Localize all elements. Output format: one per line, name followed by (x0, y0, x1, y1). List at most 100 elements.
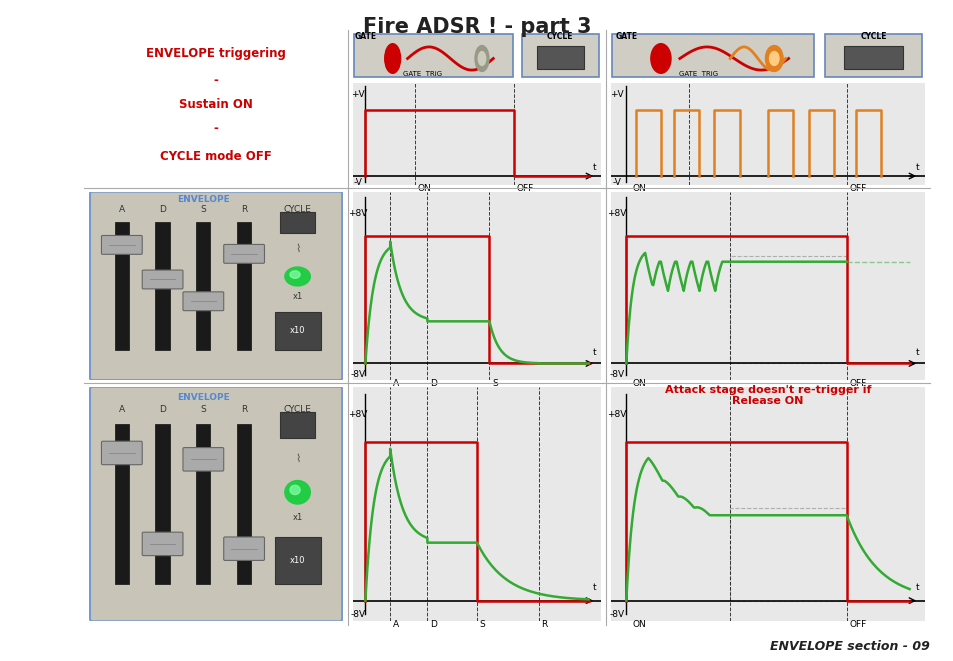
Text: D: D (159, 405, 166, 414)
Circle shape (290, 271, 300, 278)
Bar (279, 212, 315, 233)
Bar (114, 424, 129, 584)
Text: +8V: +8V (606, 210, 626, 218)
Text: D: D (430, 379, 436, 388)
Text: ON: ON (632, 184, 646, 194)
Text: +V: +V (609, 90, 623, 99)
Circle shape (290, 485, 300, 494)
Text: GATE: GATE (354, 32, 376, 40)
Bar (612, 34, 813, 77)
Text: R: R (541, 620, 547, 629)
FancyBboxPatch shape (101, 235, 142, 254)
Text: ⌇: ⌇ (294, 453, 300, 464)
Text: GATE  TRiG: GATE TRiG (679, 71, 718, 77)
Text: OFF: OFF (849, 184, 866, 194)
Text: t: t (915, 163, 919, 173)
Text: OFF: OFF (849, 379, 866, 388)
Text: GATE  TRiG: GATE TRiG (402, 71, 441, 77)
FancyBboxPatch shape (142, 532, 183, 556)
Text: ⌇: ⌇ (294, 244, 300, 254)
Text: -V: -V (354, 178, 362, 186)
Text: S: S (200, 206, 206, 214)
Text: x1: x1 (293, 514, 302, 522)
Text: Attack stage doesn't re-trigger if
Release ON: Attack stage doesn't re-trigger if Relea… (664, 385, 870, 407)
Text: S: S (492, 379, 497, 388)
Text: Fire ADSR ! - part 3: Fire ADSR ! - part 3 (362, 17, 591, 36)
Text: CYCLE: CYCLE (283, 405, 312, 414)
Text: +8V: +8V (606, 410, 626, 419)
Text: -8V: -8V (350, 370, 365, 379)
FancyBboxPatch shape (90, 387, 342, 621)
Text: S: S (479, 620, 485, 629)
Text: t: t (915, 348, 919, 357)
Text: ENVELOPE: ENVELOPE (177, 195, 230, 204)
Text: -8V: -8V (609, 610, 624, 619)
Text: CYCLE: CYCLE (546, 32, 573, 40)
Bar (196, 424, 211, 584)
Bar (274, 312, 320, 350)
Text: -8V: -8V (609, 370, 624, 379)
Text: ON: ON (632, 379, 646, 388)
Text: x1: x1 (293, 292, 302, 301)
Bar (274, 537, 320, 584)
Circle shape (285, 267, 310, 286)
Text: D: D (159, 206, 166, 214)
Circle shape (477, 52, 485, 65)
FancyBboxPatch shape (71, 20, 942, 633)
Text: CYCLE: CYCLE (860, 32, 885, 40)
Text: OFF: OFF (517, 184, 534, 194)
Bar (236, 424, 251, 584)
Text: -: - (213, 74, 218, 87)
Text: S: S (200, 405, 206, 414)
Circle shape (650, 44, 670, 73)
Circle shape (764, 46, 782, 71)
Bar (279, 412, 315, 438)
Text: D: D (430, 620, 436, 629)
Text: OFF: OFF (849, 620, 866, 629)
Text: t: t (593, 584, 596, 592)
Bar (842, 46, 902, 69)
Text: ENVELOPE: ENVELOPE (177, 393, 230, 402)
Text: A: A (393, 620, 398, 629)
Bar (729, 256, 845, 364)
Text: +8V: +8V (348, 410, 367, 419)
FancyBboxPatch shape (142, 270, 183, 289)
Bar (536, 46, 583, 69)
Text: +V: +V (351, 90, 364, 99)
Text: ON: ON (417, 184, 431, 194)
Text: t: t (593, 163, 596, 173)
Circle shape (285, 481, 310, 504)
Circle shape (475, 46, 488, 71)
Text: CYCLE mode OFF: CYCLE mode OFF (160, 150, 272, 163)
FancyBboxPatch shape (224, 537, 264, 561)
FancyBboxPatch shape (101, 442, 142, 465)
Text: A: A (118, 206, 125, 214)
Circle shape (769, 52, 779, 65)
Text: R: R (241, 405, 247, 414)
Bar (196, 222, 211, 350)
Text: Sustain ON: Sustain ON (179, 98, 253, 111)
Text: t: t (915, 584, 919, 592)
FancyBboxPatch shape (183, 292, 224, 311)
Bar (155, 424, 170, 584)
Bar (155, 222, 170, 350)
Text: +8V: +8V (348, 210, 367, 218)
FancyBboxPatch shape (183, 447, 224, 471)
Text: t: t (593, 348, 596, 357)
Text: ENVELOPE section - 09: ENVELOPE section - 09 (769, 640, 929, 653)
Text: ENVELOPE triggering: ENVELOPE triggering (146, 47, 286, 60)
Text: A: A (118, 405, 125, 414)
Bar (354, 34, 513, 77)
FancyBboxPatch shape (90, 192, 342, 380)
Text: x10: x10 (290, 326, 305, 335)
Text: -V: -V (612, 178, 620, 186)
Text: CYCLE: CYCLE (283, 206, 312, 214)
Text: x10: x10 (290, 556, 305, 564)
Bar (729, 508, 845, 601)
Text: -: - (213, 122, 218, 135)
Bar (114, 222, 129, 350)
Text: R: R (241, 206, 247, 214)
Text: GATE: GATE (615, 32, 637, 40)
Text: A: A (393, 379, 398, 388)
FancyBboxPatch shape (224, 245, 264, 263)
